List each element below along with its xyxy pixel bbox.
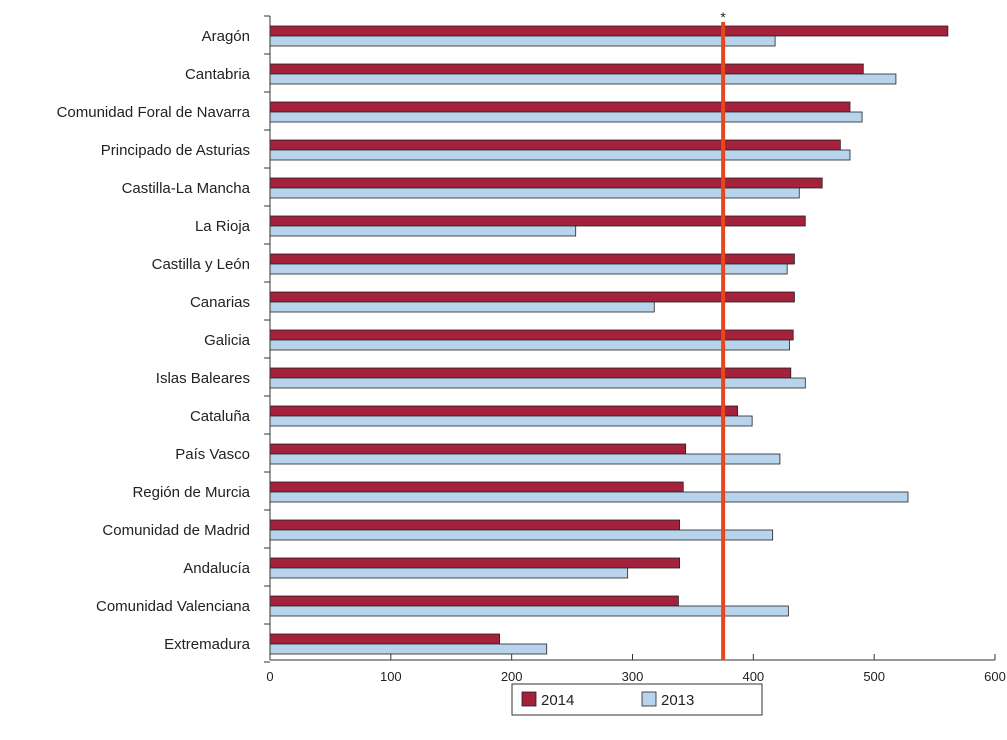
bar-2013 — [269, 187, 800, 199]
category-label: Andalucía — [183, 560, 250, 577]
bar-2014 — [269, 291, 795, 303]
bar-2013 — [269, 301, 655, 313]
x-tick-label: 200 — [501, 669, 523, 684]
category-label: Islas Baleares — [156, 370, 250, 387]
bar-2013 — [269, 567, 629, 579]
category-label: Principado de Asturias — [101, 142, 250, 159]
bar-2014 — [269, 253, 795, 265]
x-tick-label: 100 — [380, 669, 402, 684]
reference-line-label: * — [720, 9, 726, 25]
bar-2013 — [269, 35, 776, 47]
bar-2013 — [269, 491, 909, 503]
bar-2013 — [269, 415, 753, 427]
x-tick-label: 500 — [863, 669, 885, 684]
category-labels: Aragón Cantabria Comunidad Foral de Navarr… — [57, 28, 251, 653]
bar-2013 — [269, 263, 788, 275]
category-label: Canarias — [190, 294, 250, 311]
category-label: Región de Murcia — [132, 484, 250, 501]
category-label: País Vasco — [175, 446, 250, 463]
axes: 0 100 200 300 400 500 600 — [264, 15, 1006, 684]
x-tick-label: 300 — [622, 669, 644, 684]
bar-2013 — [269, 605, 789, 617]
bar-2014 — [269, 177, 823, 189]
bar-2013 — [269, 453, 781, 465]
bar-2014 — [269, 443, 687, 455]
category-label: Comunidad Foral de Navarra — [57, 104, 251, 121]
bar-2013 — [269, 225, 577, 237]
bar-2014 — [269, 557, 681, 569]
bar-2013 — [269, 529, 774, 541]
bars-layer — [269, 25, 949, 655]
legend-label-2013: 2013 — [661, 692, 694, 709]
x-tick-label: 400 — [742, 669, 764, 684]
bar-2014 — [269, 63, 864, 75]
bar-2014 — [269, 595, 679, 607]
bar-2014 — [269, 481, 684, 493]
category-label: Galicia — [204, 332, 251, 349]
bar-2013 — [269, 339, 790, 351]
legend-label-2014: 2014 — [541, 692, 574, 709]
legend: 2014 2013 — [511, 683, 763, 716]
bar-2014 — [269, 405, 739, 417]
bar-2014 — [269, 367, 792, 379]
x-tick-label: 600 — [984, 669, 1006, 684]
x-tick-label: 0 — [266, 669, 273, 684]
bar-2013 — [269, 149, 851, 161]
category-label: Comunidad Valenciana — [96, 598, 251, 615]
bar-2014 — [269, 139, 841, 151]
category-label: Castilla y León — [152, 256, 250, 273]
bar-2013 — [269, 111, 863, 123]
bar-2013 — [269, 643, 548, 655]
bar-2014 — [269, 25, 949, 37]
category-label: Extremadura — [164, 636, 251, 653]
bar-2014 — [269, 101, 851, 113]
category-label: Cataluña — [190, 408, 251, 425]
bar-2014 — [269, 633, 500, 645]
bar-2014 — [269, 519, 681, 531]
category-label: Cantabria — [185, 66, 251, 83]
category-label: Aragón — [202, 28, 250, 45]
bar-2013 — [269, 73, 897, 85]
legend-swatch-2014 — [521, 691, 537, 707]
reference-line-group: * — [720, 9, 726, 660]
category-label: La Rioja — [195, 218, 251, 235]
bar-2014 — [269, 329, 794, 341]
category-label: Castilla-La Mancha — [122, 180, 251, 197]
legend-box — [511, 683, 763, 716]
category-label: Comunidad de Madrid — [102, 522, 250, 539]
legend-swatch-2013 — [641, 691, 657, 707]
